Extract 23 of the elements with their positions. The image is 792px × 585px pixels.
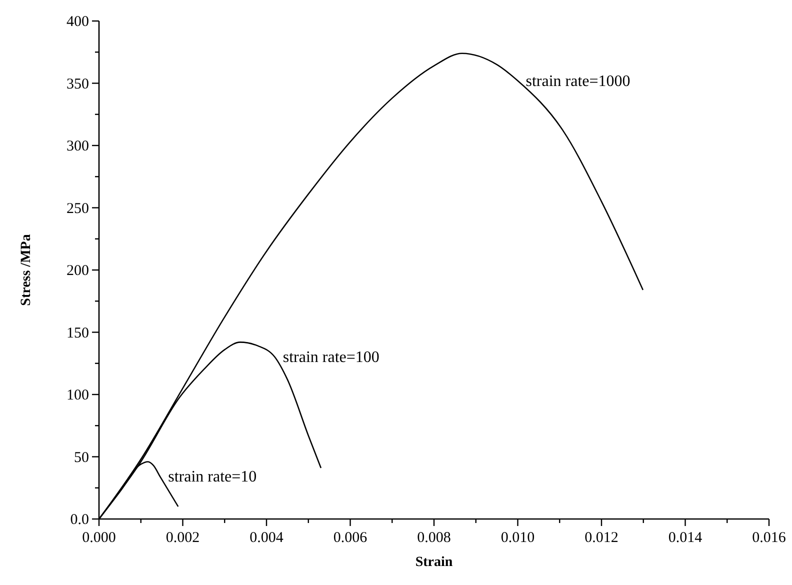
y-tick-label: 300 [66, 138, 89, 154]
annotation: strain rate=100 [282, 349, 380, 366]
x-tick-label: 0.014 [668, 530, 703, 546]
x-tick-label: 0.002 [166, 530, 200, 546]
y-axis-title: Stress /MPa [19, 234, 34, 306]
y-tick-label: 0.0 [70, 512, 89, 528]
x-tick-label: 0.006 [333, 530, 368, 546]
y-tick-label: 350 [66, 76, 89, 92]
y-tick-label: 200 [66, 263, 89, 279]
x-tick-label: 0.004 [250, 530, 284, 546]
annotation: strain rate=1000 [526, 72, 630, 90]
y-tick-label: 100 [66, 388, 89, 404]
x-tick-label: 0.008 [417, 530, 451, 546]
x-axis-title: Strain [415, 555, 453, 570]
x-tick-label: 0.000 [82, 530, 116, 546]
y-tick-label: 50 [74, 450, 89, 466]
x-tick-label: 0.012 [584, 530, 618, 546]
y-tick-label: 150 [66, 325, 89, 342]
y-tick-label: 250 [66, 200, 89, 217]
y-tick-label: 400 [66, 14, 89, 30]
x-tick-label: 0.016 [752, 530, 786, 546]
x-tick-label: 0.010 [500, 530, 535, 546]
annotation: strain rate=10 [168, 468, 257, 486]
